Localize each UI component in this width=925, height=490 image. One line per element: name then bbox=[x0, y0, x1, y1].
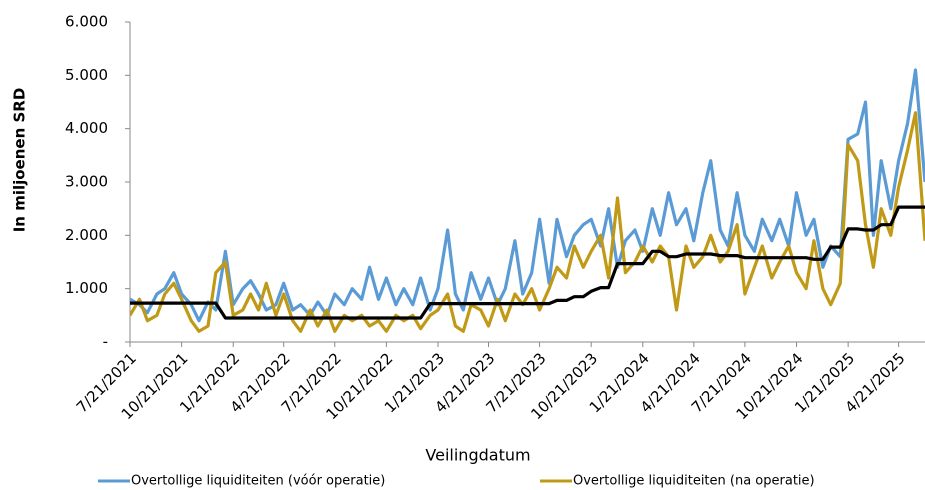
y-tick-label: 4.000 bbox=[65, 119, 108, 137]
data-line bbox=[130, 205, 925, 320]
x-axis-title: Veilingdatum bbox=[425, 446, 530, 465]
y-axis-title: In miljoenen SRD bbox=[11, 88, 29, 233]
y-tick-label: 3.000 bbox=[65, 173, 108, 191]
legend-label: Overtollige liquiditeiten (na operatie) bbox=[573, 474, 815, 489]
y-tick-label: 2.000 bbox=[65, 226, 108, 244]
data-line bbox=[130, 111, 925, 333]
y-tick-label: 5.000 bbox=[65, 66, 108, 84]
y-tick-label: 6.000 bbox=[65, 13, 108, 31]
legend-label: Overtollige liquiditeiten (vóór operatie… bbox=[131, 474, 385, 489]
y-tick-label: 1.000 bbox=[65, 279, 108, 297]
plot-area bbox=[130, 68, 925, 333]
y-tick-label: - bbox=[103, 333, 108, 351]
